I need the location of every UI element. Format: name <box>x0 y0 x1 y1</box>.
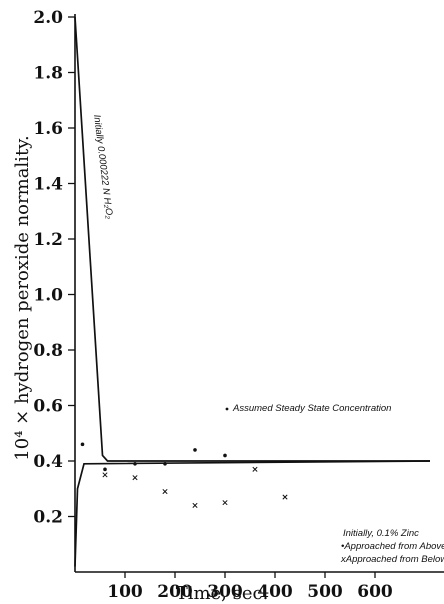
curve-from-above <box>74 16 430 462</box>
point-x-stroke <box>252 466 258 472</box>
x-tick-label: 300 <box>207 582 243 602</box>
point-approached-below <box>162 488 168 495</box>
y-tick-label: 0.6 <box>33 397 63 417</box>
y-tick-label: 1.6 <box>33 119 63 139</box>
point-approached-above <box>223 453 227 458</box>
point-approached-below <box>132 475 138 481</box>
x-tick-label: 100 <box>107 582 143 602</box>
y-tick-label: 0.4 <box>33 452 63 472</box>
point-x-stroke <box>192 502 198 508</box>
x-axis-title: Time, sec. <box>176 583 269 604</box>
curves <box>74 16 431 567</box>
y-axis-title: 10⁴ × hydrogen peroxide normality. <box>12 135 33 460</box>
y-tick-label: 2.0 <box>33 8 63 28</box>
legend-approached-above: •Approached from Above <box>341 541 444 552</box>
y-tick-label: 1.2 <box>33 230 63 250</box>
annotation-initially-peroxide: Initially 0.000222 N H₂O₂ <box>91 114 115 220</box>
point-approached-below <box>222 500 228 506</box>
point-x-stroke <box>132 475 138 481</box>
point-x-stroke <box>222 500 228 506</box>
annotation-initially-zinc: Initially, 0.1% Zinc <box>343 528 419 539</box>
data-points <box>80 442 288 508</box>
x-tick-label: 200 <box>157 582 193 602</box>
point-approached-above <box>133 461 137 466</box>
point-approached-below <box>252 466 258 472</box>
y-ticks: 0.2 0.4 0.6 0.8 1.0 1.2 1.4 1.6 1.8 2.0 <box>33 8 75 528</box>
point-approached-above <box>103 467 107 472</box>
point-x-stroke <box>162 488 168 495</box>
point-x-stroke <box>102 472 108 478</box>
point-approached-above <box>80 442 85 447</box>
point-x-stroke <box>282 494 288 500</box>
point-approached-above <box>163 461 167 466</box>
point-approached-below <box>282 494 288 500</box>
x-ticks: 100 200 300 400 500 600 <box>107 572 393 602</box>
legend-approached-below: xApproached from Below <box>340 554 444 565</box>
x-tick-label: 500 <box>307 582 343 602</box>
x-tick-label: 400 <box>257 582 293 602</box>
y-tick-label: 1.4 <box>33 175 63 195</box>
y-tick-label: 1.0 <box>33 286 63 306</box>
x-tick-label: 600 <box>357 582 393 602</box>
y-tick-label: 0.8 <box>33 341 63 361</box>
y-tick-label: 0.2 <box>33 508 63 528</box>
point-approached-above <box>193 448 197 452</box>
point-approached-below <box>192 502 198 508</box>
annotation-steady-state: Assumed Steady State Concentration <box>232 403 391 414</box>
annotation-steady-state-dot <box>225 407 229 411</box>
y-tick-label: 1.8 <box>33 64 63 84</box>
curve-from-below <box>74 460 431 567</box>
point-approached-below <box>102 472 108 478</box>
